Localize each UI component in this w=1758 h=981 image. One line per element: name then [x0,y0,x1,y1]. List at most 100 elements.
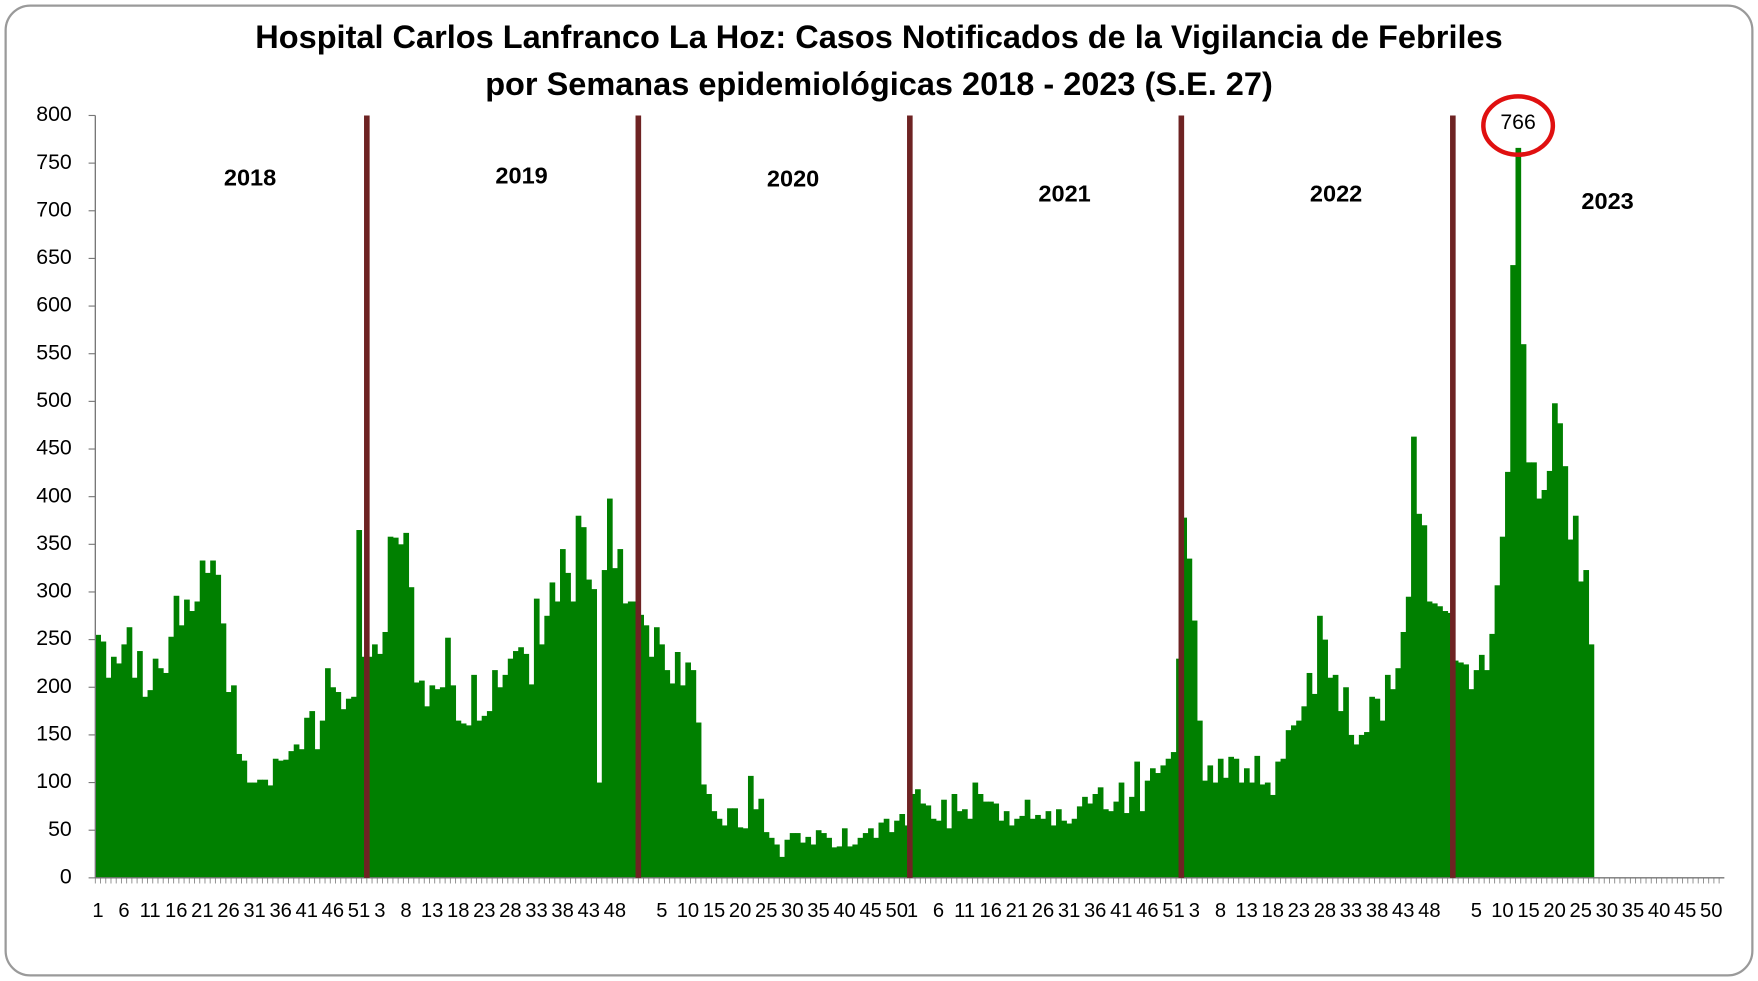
bar [1364,732,1370,878]
bar [706,793,712,878]
bar [747,775,754,878]
x-tick-label: 28 [499,900,521,922]
bar [392,537,399,878]
bar [1317,615,1323,878]
x-tick-label: 33 [525,900,547,922]
bar [1040,818,1047,878]
x-tick-label: 23 [473,900,495,922]
year-label: 2022 [1310,180,1362,206]
bar [826,837,832,878]
bar [1061,820,1067,878]
bar [638,614,644,878]
bar [413,682,420,878]
bar [925,805,932,878]
bar [1322,639,1328,878]
bar [1463,664,1469,878]
x-tick-label: 5 [1471,900,1482,922]
y-tick-label: 500 [36,388,72,412]
bar [690,670,697,878]
x-tick-label: 13 [421,900,443,922]
bar [539,644,545,878]
x-tick-label: 38 [551,900,573,922]
bar [930,818,937,878]
bar [774,844,780,878]
bar [1035,814,1041,878]
x-tick-label: 8 [1215,900,1226,922]
bar [998,820,1005,878]
x-tick-label: 6 [933,900,944,922]
x-tick-label: 28 [1314,900,1336,922]
peak-label: 766 [1500,110,1536,134]
y-tick-label: 750 [36,150,72,174]
bar [189,611,195,878]
bar [1160,765,1167,878]
bar [387,536,394,878]
bar [1249,782,1255,878]
bar [956,811,963,878]
bar [210,560,216,878]
y-tick-label: 350 [36,531,72,555]
x-tick-label: 18 [1261,900,1283,922]
bar [225,692,232,878]
bar [653,627,660,878]
bar [272,758,279,878]
bar [993,803,1000,878]
bar [173,595,180,878]
bar [935,820,942,878]
bar [1572,515,1579,878]
bar [1087,803,1094,878]
bar [1113,801,1120,878]
bar [1353,744,1360,878]
bar [157,668,164,878]
bar [267,785,274,878]
bar [1259,784,1266,878]
bar [695,722,702,878]
bar [570,601,577,878]
year-label: 2021 [1038,180,1090,206]
x-tick-label: 8 [400,900,411,922]
bar [988,801,994,878]
bar [560,549,566,878]
x-tick-label: 30 [781,900,803,922]
bar [1478,654,1485,878]
bar [1426,601,1433,878]
bar [1458,662,1464,878]
bar [1505,471,1511,878]
bar [920,803,926,878]
bar [1473,670,1480,878]
bar [236,753,242,878]
year-label: 2019 [495,162,547,188]
y-tick-label: 100 [36,769,72,793]
bar [513,651,519,878]
x-tick-label: 10 [677,900,699,922]
bar [810,844,817,878]
x-tick-label: 21 [1006,900,1028,922]
bar [1108,811,1114,878]
bar [246,782,253,878]
x-tick-label: 20 [1543,900,1565,922]
bar [852,844,859,878]
x-tick-label: 35 [807,900,829,922]
bar [721,825,728,878]
bar [664,670,671,878]
bar [1468,689,1475,878]
bar [962,809,968,878]
bar [486,711,493,878]
bar [1384,674,1391,878]
bar [429,685,436,878]
bar [899,814,906,878]
x-tick-label: 46 [322,900,344,922]
bar [1024,799,1031,878]
bar [836,846,843,878]
bar [1019,815,1026,878]
x-tick-label: 25 [1570,900,1592,922]
x-tick-label: 31 [1058,900,1080,922]
bar [841,828,848,878]
bar [1196,720,1203,878]
bar [1223,777,1229,878]
x-tick-label: 26 [1032,900,1054,922]
bar [680,685,686,878]
bar [800,842,806,878]
x-tick-label: 33 [1340,900,1362,922]
